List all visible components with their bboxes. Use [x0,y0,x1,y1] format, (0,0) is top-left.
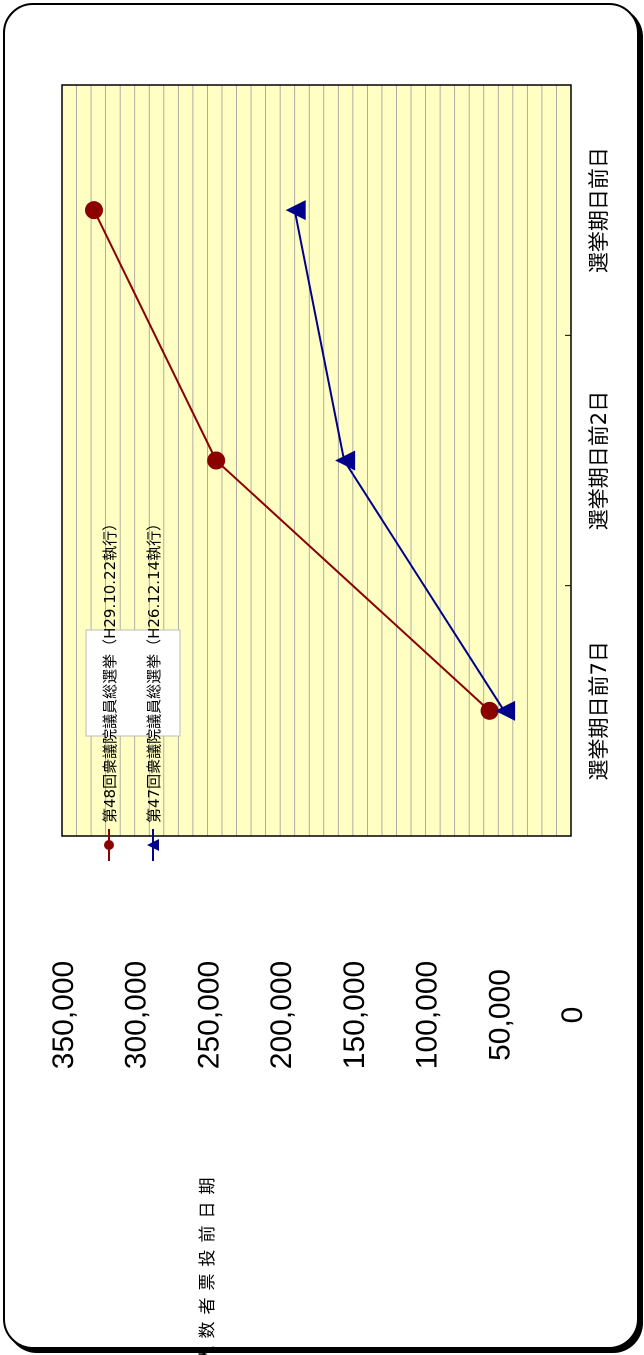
value-tick-label: 150,000 [338,961,371,1069]
axis-title-char: 期 [198,1178,218,1195]
legend [85,629,181,737]
data-point-circle [480,701,499,720]
plot-border [61,84,572,837]
value-tick-label: 50,000 [483,969,516,1061]
category-label: 選挙期日前7日 [587,641,611,780]
value-tick-label: 200,000 [265,961,298,1069]
value-tick-label: 300,000 [120,961,153,1069]
axis-title-char: 投 [198,1250,218,1267]
data-point-triangle [285,200,306,221]
axis-title-char: 数 [198,1322,218,1339]
data-point-triangle [495,700,516,721]
axis-title-char: 票 [198,1274,218,1291]
legend-label-2: 第47回衆議院議員総選挙（H26.12.14執行） [145,516,163,823]
value-tick-label: 350,000 [47,961,80,1069]
category-label: 選挙期日前日 [587,147,611,273]
value-tick-label: 0 [556,1007,589,1024]
data-point-triangle [335,450,356,471]
data-point-circle [84,201,103,220]
legend-label-1: 第48回衆議院議員総選挙（H29.10.22執行） [101,516,119,823]
value-tick-label: 100,000 [411,961,444,1069]
value-tick-label: 250,000 [192,961,225,1069]
legend-marker-triangle [147,839,159,851]
axis-title-char: 者 [198,1298,218,1315]
axis-title-char: 人 [198,1346,218,1355]
axis-title-char: 前 [198,1226,218,1243]
axis-title-char: 日 [198,1202,218,1219]
legend-marker-circle [104,840,114,850]
category-label: 選挙期日前2日 [587,391,611,530]
data-point-circle [207,451,226,470]
